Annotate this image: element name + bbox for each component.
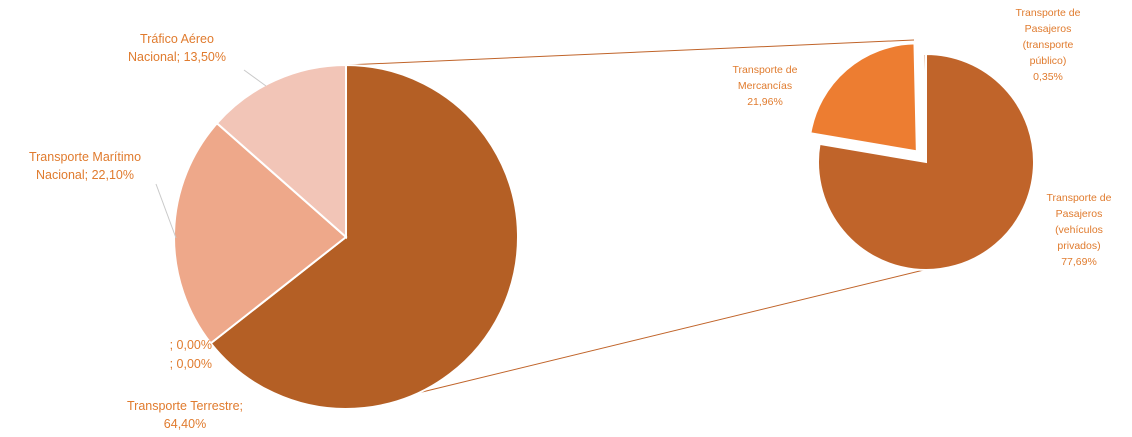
label-pasajeros-publico-line1: Transporte de bbox=[1015, 7, 1081, 19]
secondary-slice-transporte-de-pasajeros-vehiculos-privados bbox=[817, 52, 1035, 271]
secondary-pie bbox=[809, 42, 1035, 271]
label-zero-a: ; 0,00% bbox=[120, 336, 212, 354]
label-pasajeros-privados-line5: 77,69% bbox=[1061, 256, 1097, 268]
leader-line-maritimo bbox=[155, 183, 177, 239]
label-trafico-aereo-line1: Tráfico Aéreo bbox=[140, 32, 214, 46]
label-zero-b: ; 0,00% bbox=[120, 355, 212, 373]
secondary-slice-transporte-de-pasajeros-transporte-publico bbox=[922, 52, 927, 163]
label-pasajeros-privados-line2: Pasajeros bbox=[1055, 208, 1103, 220]
label-transporte-terrestre-line2: 64,40% bbox=[163, 417, 207, 431]
label-trafico-aereo-line2: Nacional; 13,50% bbox=[128, 50, 226, 64]
label-pasajeros-publico-line4: público) bbox=[1029, 55, 1067, 67]
label-zero-b-text: ; 0,00% bbox=[169, 357, 212, 371]
label-transporte-maritimo-line1: Transporte Marítimo bbox=[28, 150, 142, 164]
leader-lines bbox=[155, 69, 267, 239]
label-pasajeros-privados-line3: (vehículos bbox=[1055, 224, 1103, 236]
label-transporte-maritimo: Transporte Marítimo Nacional; 22,10% bbox=[6, 148, 164, 184]
connector-line-top bbox=[345, 39, 915, 66]
secondary-slice-transporte-de-mercancias bbox=[809, 42, 918, 153]
connector-line-bottom bbox=[417, 267, 933, 394]
label-pasajeros-publico-line5: 0,35% bbox=[1033, 71, 1063, 83]
label-pasajeros-publico-line3: (transporte bbox=[1022, 39, 1074, 51]
label-transporte-mercancias: Transporte de Mercancías 21,96% bbox=[712, 62, 818, 110]
label-transporte-mercancias-line1: Transporte de bbox=[732, 64, 798, 76]
connector-lines bbox=[345, 39, 933, 394]
label-transporte-terrestre-line1: Transporte Terrestre; bbox=[126, 399, 243, 413]
label-transporte-mercancias-line3: 21,96% bbox=[747, 96, 783, 108]
label-trafico-aereo: Tráfico Aéreo Nacional; 13,50% bbox=[108, 30, 246, 66]
label-pasajeros-privados-line1: Transporte de bbox=[1046, 192, 1112, 204]
label-transporte-terrestre: Transporte Terrestre; 64,40% bbox=[106, 397, 264, 433]
main-slice-trafico-aereo-nacional bbox=[215, 63, 347, 240]
main-slice-transporte-terrestre bbox=[209, 63, 519, 410]
label-transporte-mercancias-line2: Mercancías bbox=[737, 80, 793, 92]
label-pasajeros-privados: Transporte de Pasajeros (vehículos priva… bbox=[1030, 190, 1128, 270]
label-pasajeros-publico-line2: Pasajeros bbox=[1024, 23, 1072, 35]
label-pasajeros-privados-line4: privados) bbox=[1057, 240, 1101, 252]
label-zero-a-text: ; 0,00% bbox=[169, 338, 212, 352]
label-pasajeros-publico: Transporte de Pasajeros (transporte públ… bbox=[1000, 5, 1096, 85]
leader-line-aereo bbox=[243, 69, 267, 87]
main-pie bbox=[173, 63, 519, 410]
label-transporte-maritimo-line2: Nacional; 22,10% bbox=[36, 168, 134, 182]
